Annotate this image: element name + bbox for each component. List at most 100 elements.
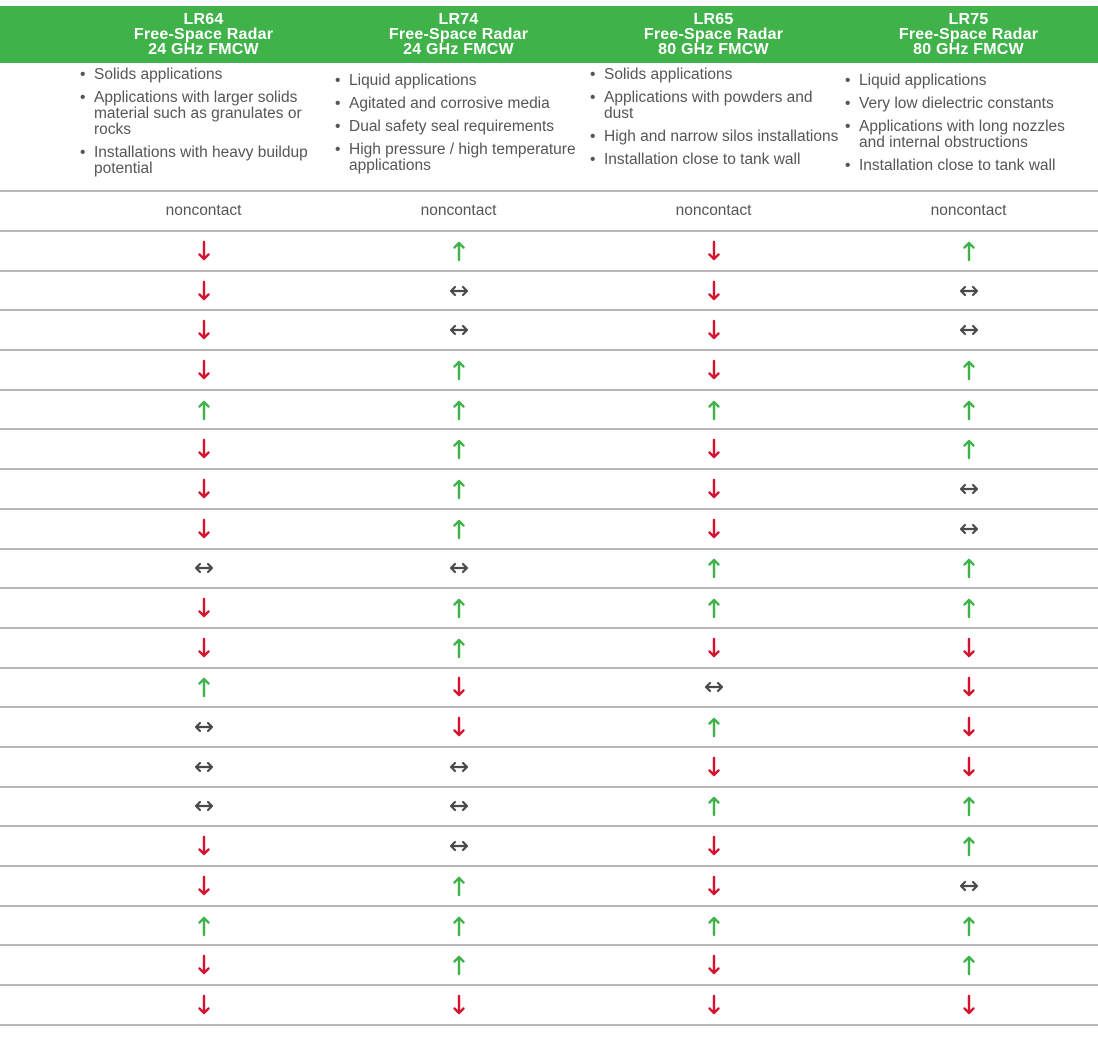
rating-cell-lr65: [586, 835, 841, 857]
rating-cell-lr65: [586, 795, 841, 817]
rating-cell-lr65: [586, 680, 841, 694]
rating-cell-lr75: [841, 716, 1096, 738]
arrow-up-icon: [452, 598, 465, 619]
rating-cell-lr64: [76, 438, 331, 460]
model-frequency: 80 GHz FMCW: [913, 41, 1024, 58]
application-item: Installation close to tank wall: [588, 152, 839, 169]
rating-cell-lr65: [586, 875, 841, 897]
rating-row: [0, 550, 1098, 590]
rating-cell-lr64: [76, 280, 331, 302]
arrow-up-icon: [197, 678, 210, 698]
rating-cell-lr75: [841, 915, 1096, 937]
arrow-down-icon: [707, 835, 720, 856]
rating-cell-lr75: [841, 756, 1096, 778]
header-lr74: LR74 Free-Space Radar 24 GHz FMCW: [331, 6, 586, 63]
arrow-down-icon: [707, 240, 720, 261]
comparison-table: LR64 Free-Space Radar 24 GHz FMCW LR74 F…: [0, 6, 1098, 1026]
arrow-up-icon: [962, 956, 975, 976]
rating-cell-lr64: [76, 676, 331, 698]
arrow-up-icon: [962, 241, 975, 262]
rating-cell-lr74: [331, 839, 586, 853]
rating-cell-lr74: [331, 323, 586, 337]
arrow-up-icon: [452, 519, 465, 539]
model-frequency: 24 GHz FMCW: [403, 41, 514, 58]
application-item: Solids applications: [588, 67, 839, 84]
rating-cell-lr74: [331, 478, 586, 500]
arrow-up-icon: [707, 916, 720, 936]
rating-cell-lr75: [841, 438, 1096, 460]
rating-cell-lr74: [331, 954, 586, 976]
arrow-up-icon: [962, 916, 975, 936]
rating-cell-lr74: [331, 240, 586, 262]
arrow-down-icon: [707, 280, 720, 300]
model-type: Free-Space Radar: [643, 26, 784, 43]
arrow-up-icon: [452, 400, 465, 420]
rating-row: [0, 311, 1098, 352]
arrow-up-icon: [707, 559, 720, 579]
rating-rows: [0, 232, 1098, 1026]
arrow-left-right-icon: [194, 563, 213, 574]
rating-cell-lr64: [76, 954, 331, 976]
arrow-up-icon: [452, 956, 465, 976]
application-list: Liquid applications Very low dielectric …: [843, 72, 1094, 181]
arrow-up-icon: [452, 360, 465, 381]
applications-row: Solids applications Applications with la…: [0, 63, 1098, 192]
arrow-left-right-icon: [959, 523, 978, 534]
rating-cell-lr65: [586, 280, 841, 302]
model-name: LR74: [438, 11, 479, 28]
header-row: LR64 Free-Space Radar 24 GHz FMCW LR74 F…: [0, 6, 1098, 63]
contact-type-lr64: noncontact: [165, 202, 242, 219]
arrow-up-icon: [197, 916, 210, 936]
rating-cell-lr64: [76, 720, 331, 734]
arrow-down-icon: [197, 320, 210, 340]
arrow-down-icon: [197, 240, 210, 261]
arrow-up-icon: [962, 598, 975, 619]
arrow-up-icon: [707, 717, 720, 738]
arrow-left-right-icon: [194, 761, 213, 772]
applications-lr75: Liquid applications Very low dielectric …: [841, 63, 1096, 190]
rating-cell-lr74: [331, 716, 586, 738]
arrow-up-icon: [707, 797, 720, 817]
arrow-down-icon: [707, 478, 720, 499]
arrow-down-icon: [962, 716, 975, 737]
application-item: High and narrow silos installations: [588, 129, 839, 146]
rating-cell-lr74: [331, 637, 586, 659]
rating-cell-lr75: [841, 359, 1096, 381]
arrow-down-icon: [707, 320, 720, 340]
arrow-up-icon: [707, 400, 720, 420]
rating-row: [0, 946, 1098, 987]
arrow-left-right-icon: [194, 801, 213, 812]
contact-type-lr75: noncontact: [930, 202, 1007, 219]
rating-cell-lr75: [841, 954, 1096, 976]
arrow-up-icon: [452, 916, 465, 936]
application-item: Solids applications: [78, 67, 329, 84]
rating-row: [0, 232, 1098, 272]
rating-cell-lr64: [76, 359, 331, 381]
rating-cell-lr64: [76, 835, 331, 857]
rating-cell-lr75: [841, 795, 1096, 817]
applications-lr65: Solids applications Applications with po…: [586, 63, 841, 190]
rating-row: [0, 827, 1098, 867]
arrow-left-right-icon: [449, 563, 468, 574]
rating-cell-lr74: [331, 359, 586, 381]
rating-row: [0, 986, 1098, 1026]
application-item: Applications with powders and dust: [588, 90, 839, 122]
arrow-down-icon: [707, 637, 720, 657]
model-name: LR64: [183, 11, 224, 28]
arrow-up-icon: [962, 559, 975, 579]
arrow-down-icon: [452, 994, 465, 1015]
rating-cell-lr64: [76, 799, 331, 813]
rating-cell-lr75: [841, 522, 1096, 536]
model-name: LR75: [948, 11, 989, 28]
rating-cell-lr74: [331, 284, 586, 298]
arrow-up-icon: [452, 638, 465, 658]
arrow-down-icon: [197, 280, 210, 300]
arrow-left-right-icon: [449, 801, 468, 812]
arrow-up-icon: [452, 479, 465, 500]
arrow-down-icon: [197, 955, 210, 975]
rating-row: [0, 629, 1098, 669]
model-frequency: 24 GHz FMCW: [148, 41, 259, 58]
rating-cell-lr75: [841, 597, 1096, 619]
rating-cell-lr75: [841, 835, 1096, 857]
rating-cell-lr75: [841, 240, 1096, 262]
